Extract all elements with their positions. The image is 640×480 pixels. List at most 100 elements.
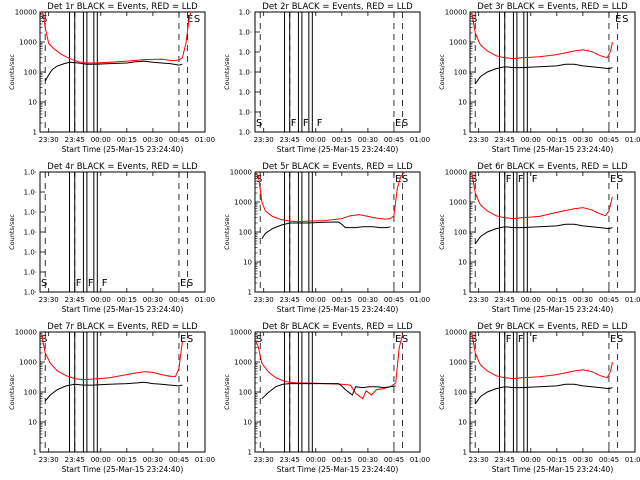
- y-tick-label: 1000: [234, 199, 252, 207]
- y-tick-label: 10: [458, 419, 467, 427]
- x-tick-label: 01:00: [410, 456, 430, 464]
- y-tick-label: 10000: [445, 329, 467, 337]
- x-tick-label: 00:15: [547, 456, 567, 464]
- y-tick-label: 1.0·: [239, 69, 252, 77]
- flag-label: F: [303, 118, 309, 129]
- x-tick-label: 00:45: [384, 296, 404, 304]
- flag-label: S: [617, 334, 623, 345]
- x-tick-label: 00:45: [599, 136, 619, 144]
- x-tick-label: 00:00: [306, 296, 326, 304]
- y-tick-label: 1.0·: [24, 269, 37, 277]
- flag-label: S: [402, 118, 408, 129]
- plot-frame: [469, 331, 636, 453]
- panel-title: Det 1r BLACK = Events, RED = LLD: [47, 2, 198, 12]
- flag-label: E: [187, 14, 193, 25]
- lld-series-line: [41, 11, 192, 64]
- events-series-line: [44, 60, 183, 82]
- lld-series-line: [471, 11, 613, 60]
- plot-frame: [39, 171, 206, 293]
- y-tick-label: 10: [28, 419, 37, 427]
- panel-title: Det 7r BLACK = Events, RED = LLD: [47, 322, 198, 332]
- x-tick-label: 23:30: [469, 456, 489, 464]
- flag-label: S: [256, 334, 262, 345]
- flag-label: S: [41, 278, 47, 289]
- y-tick-label: 1: [463, 449, 467, 457]
- y-tick-label: 1000: [449, 199, 467, 207]
- x-tick-label: 00:45: [169, 456, 189, 464]
- x-tick-label: 23:30: [39, 456, 59, 464]
- detector-panel: Det 6r BLACK = Events, RED = LLD Counts/s…: [438, 162, 640, 314]
- x-tick-label: 00:30: [573, 136, 593, 144]
- x-tick-label: 00:15: [332, 296, 352, 304]
- x-tick-label: 00:15: [117, 296, 137, 304]
- y-tick-label: 1000: [19, 39, 37, 47]
- y-tick-label: 1.0·: [24, 229, 37, 237]
- flag-label: F: [76, 278, 82, 289]
- y-tick-label: 1: [463, 289, 467, 297]
- x-tick-label: 00:45: [384, 456, 404, 464]
- plot-frame: [254, 171, 421, 293]
- x-tick-label: 00:45: [599, 456, 619, 464]
- plot-frame: [469, 11, 636, 133]
- detector-panel: Det 8r BLACK = Events, RED = LLD Counts/s…: [223, 322, 430, 474]
- y-tick-label: 100: [454, 229, 467, 237]
- y-tick-label: 1.0·: [239, 89, 252, 97]
- y-tick-label: 10: [458, 259, 467, 267]
- y-tick-label: 1.0·: [24, 209, 37, 217]
- x-axis-label: Start Time (25-Mar-15 23:24:40): [277, 145, 399, 154]
- detector-panel: Det 7r BLACK = Events, RED = LLD Counts/s…: [8, 322, 215, 474]
- flag-label: F: [317, 118, 323, 129]
- x-tick-label: 00:00: [91, 456, 111, 464]
- y-tick-label: 10000: [15, 9, 37, 17]
- y-tick-label: 1.0·: [239, 129, 252, 137]
- panel-title: Det 3r BLACK = Events, RED = LLD: [477, 2, 628, 12]
- x-tick-label: 00:30: [358, 136, 378, 144]
- y-tick-label: 1.0·: [239, 29, 252, 37]
- flag-label: E: [395, 174, 401, 185]
- y-tick-label: 1.0·: [24, 189, 37, 197]
- x-tick-label: 00:00: [91, 136, 111, 144]
- lld-series-line: [471, 331, 613, 380]
- x-axis-label: Start Time (25-Mar-15 23:24:40): [492, 305, 614, 314]
- x-tick-label: 00:45: [384, 136, 404, 144]
- y-tick-label: 100: [454, 69, 467, 77]
- x-tick-label: 01:00: [410, 136, 430, 144]
- flag-label: E: [180, 334, 186, 345]
- flag-label: S: [622, 14, 628, 25]
- y-tick-label: 10: [28, 99, 37, 107]
- panel-title: Det 8r BLACK = Events, RED = LLD: [262, 322, 413, 332]
- y-tick-label: 1: [33, 129, 37, 137]
- x-tick-label: 23:30: [39, 296, 59, 304]
- flag-label: S: [187, 334, 193, 345]
- flag-label: E: [395, 334, 401, 345]
- flag-label: E: [180, 278, 186, 289]
- events-series-line: [474, 223, 613, 245]
- x-tick-label: 00:15: [547, 136, 567, 144]
- x-tick-label: 23:45: [65, 136, 85, 144]
- y-tick-label: 1000: [234, 359, 252, 367]
- y-axis-label: Counts/sec: [223, 214, 231, 250]
- x-tick-label: 23:30: [254, 296, 274, 304]
- plot-frame: [39, 11, 206, 133]
- y-tick-label: 10000: [445, 9, 467, 17]
- x-tick-label: 01:00: [625, 136, 640, 144]
- y-tick-label: 1.0·: [239, 109, 252, 117]
- y-tick-label: 10: [243, 259, 252, 267]
- flag-label: E: [610, 334, 616, 345]
- y-tick-label: 1.0·: [239, 49, 252, 57]
- x-tick-label: 00:00: [306, 136, 326, 144]
- flag-label: S: [471, 334, 477, 345]
- flag-label: F: [102, 278, 108, 289]
- plot-frame: [254, 11, 421, 133]
- x-tick-label: 00:00: [306, 456, 326, 464]
- panel-title: Det 4r BLACK = Events, RED = LLD: [47, 162, 198, 172]
- y-axis-label: Counts/sec: [223, 54, 231, 90]
- x-tick-label: 23:45: [65, 456, 85, 464]
- y-axis-label: Counts/sec: [223, 374, 231, 410]
- flag-label: F: [532, 174, 538, 185]
- plot-frame: [39, 331, 206, 453]
- x-tick-label: 23:45: [280, 456, 300, 464]
- flag-label: F: [506, 334, 512, 345]
- flag-label: S: [194, 14, 200, 25]
- y-tick-label: 10000: [445, 169, 467, 177]
